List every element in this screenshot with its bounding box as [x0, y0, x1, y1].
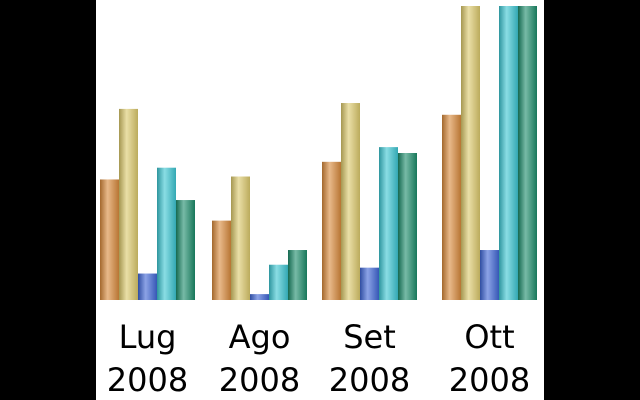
bar-ago-series-1: [212, 220, 231, 300]
x-tick-label-lug-month: Lug: [119, 318, 177, 356]
bar-set-series-5: [398, 153, 417, 300]
bar-set-series-3: [360, 267, 379, 300]
x-tick-label-set-month: Set: [343, 318, 396, 356]
x-tick-label-lug-year: 2008: [107, 361, 188, 399]
x-tick-label-ott-year: 2008: [449, 361, 530, 399]
x-tick-label-ago-year: 2008: [219, 361, 300, 399]
chart-canvas: Lug 2008 Ago 2008 Set 2008 Ott 2008: [96, 0, 544, 400]
bar-ott-series-3: [480, 250, 499, 300]
bar-ago-series-5: [288, 250, 307, 300]
bar-chart: Lug 2008 Ago 2008 Set 2008 Ott 2008: [100, 6, 537, 399]
x-tick-label-set-year: 2008: [329, 361, 410, 399]
bar-ott-series-5: [518, 6, 537, 300]
bar-set-series-4: [379, 147, 398, 300]
bar-lug-series-2: [119, 108, 138, 301]
bar-ago-series-2: [231, 176, 250, 300]
bar-lug-series-1: [100, 179, 119, 300]
x-tick-label-ago-month: Ago: [229, 318, 291, 356]
bar-ott-series-2: [461, 6, 480, 300]
bar-ott-series-1: [442, 114, 461, 300]
x-tick-label-ott-month: Ott: [464, 318, 514, 356]
bar-lug-series-4: [157, 167, 176, 300]
bar-set-series-1: [322, 161, 341, 300]
bar-lug-series-3: [138, 273, 157, 300]
bar-ago-series-4: [269, 264, 288, 300]
x-tick-labels: Lug 2008 Ago 2008 Set 2008 Ott 2008: [107, 318, 530, 399]
bar-ott-series-4: [499, 6, 518, 300]
bars-group: [100, 6, 537, 301]
bar-set-series-2: [341, 103, 360, 301]
bar-ago-series-3: [250, 294, 269, 300]
bar-lug-series-5: [176, 200, 195, 300]
